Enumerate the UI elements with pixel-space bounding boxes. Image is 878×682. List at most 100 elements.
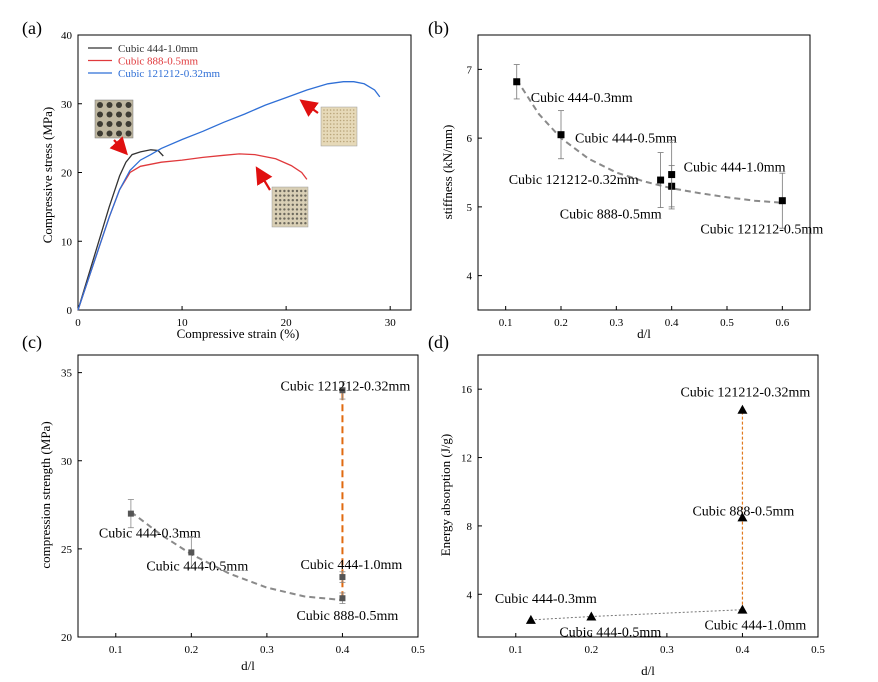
y-tick-label: 20 (61, 168, 73, 180)
sample-hole (336, 133, 339, 136)
sample-hole (333, 137, 335, 139)
sample-hole (349, 119, 352, 122)
x-axis-label-b: d/l (637, 326, 651, 341)
sample-hole (323, 119, 325, 122)
sample-hole (326, 109, 329, 111)
panel-label-d: (d) (428, 332, 449, 353)
sample-hole (346, 140, 348, 143)
sample-hole (343, 112, 345, 115)
x-tick-label: 0.4 (736, 644, 750, 656)
sample-tile (271, 186, 309, 228)
sample-hole (279, 189, 282, 193)
sample-image-888 (271, 186, 309, 228)
sample-hole (326, 126, 329, 129)
points-group-b: Cubic 444-0.3mm Cubic 444-0.5mm Cubic 1212… (509, 64, 823, 238)
sample-hole (346, 112, 348, 115)
sample-hole (304, 203, 307, 206)
fit-curve-b (515, 79, 783, 204)
sample-hole (116, 111, 122, 118)
sample-hole (287, 203, 290, 206)
sample-hole (287, 199, 290, 202)
sample-hole (295, 189, 299, 193)
y-axis-label-a: Compressive stress (MPa) (40, 107, 55, 244)
sample-hole (291, 217, 294, 220)
sample-hole (295, 194, 299, 197)
data-label: Cubic 444-1.0mm (704, 619, 806, 634)
sample-hole (291, 212, 294, 216)
sample-hole (343, 109, 345, 111)
arrow-to-red-curve (255, 166, 273, 191)
sample-hole (336, 109, 339, 111)
sample-hole (336, 130, 339, 132)
fit-curve (515, 79, 783, 204)
sample-hole (283, 208, 286, 211)
sample-hole (349, 109, 352, 111)
x-tick-label: 0.2 (184, 644, 198, 656)
sample-hole (326, 123, 329, 125)
sample-hole (291, 194, 294, 197)
sample-hole (300, 189, 303, 193)
data-point (586, 611, 597, 621)
sample-hole (349, 123, 352, 125)
y-tick-label: 25 (61, 544, 73, 556)
tick-group-c: 0.1 0.2 0.3 0.4 0.5 20 25 30 35 (61, 368, 425, 656)
sample-hole (125, 102, 132, 108)
sample-hole (343, 123, 345, 125)
sample-hole (300, 222, 303, 225)
sample-hole (287, 222, 290, 225)
data-point (737, 404, 748, 414)
sample-hole (349, 116, 352, 118)
sample-hole (336, 112, 339, 115)
sample-hole (300, 199, 303, 202)
y-tick-label: 10 (61, 236, 73, 248)
sample-hole (329, 112, 332, 115)
x-tick-label: 10 (177, 317, 189, 329)
sample-hole (346, 126, 348, 129)
sample-hole (326, 133, 329, 136)
plot-frame-b (477, 34, 811, 311)
x-tick-label: 0.1 (499, 317, 513, 329)
panel-label-a: (a) (22, 18, 42, 39)
y-axis-label-c: compression strength (MPa) (38, 421, 53, 568)
y-tick-label: 8 (467, 521, 473, 533)
sample-hole (300, 217, 303, 220)
sample-hole (352, 123, 355, 125)
data-label: Cubic 888-0.5mm (296, 609, 398, 624)
sample-hole (295, 208, 299, 211)
sample-hole (106, 121, 113, 127)
sample-hole (339, 130, 342, 132)
data-label: Cubic 444-1.0mm (684, 161, 786, 176)
sample-hole (287, 217, 290, 220)
data-label: Cubic 121212-0.32mm (280, 379, 410, 394)
sample-hole (329, 130, 332, 132)
x-tick-label: 0.3 (660, 644, 674, 656)
sample-hole (326, 112, 329, 115)
data-label: Cubic 444-0.5mm (575, 132, 677, 147)
panel-label-c: (c) (22, 332, 42, 353)
sample-hole (343, 130, 345, 132)
sample-hole (304, 199, 307, 202)
sample-hole (352, 126, 355, 129)
sample-hole (279, 222, 282, 225)
sample-hole (323, 126, 325, 129)
series-line (77, 81, 381, 311)
data-point (339, 595, 346, 602)
sample-hole (346, 133, 348, 136)
sample-hole (346, 109, 348, 111)
sample-hole (291, 189, 294, 193)
sample-hole (343, 140, 345, 143)
sample-hole (283, 222, 286, 225)
sample-hole (329, 119, 332, 122)
sample-image-121212 (320, 106, 358, 147)
tick-group-b: 0.1 0.2 0.3 0.4 0.5 0.6 4 5 6 7 (467, 64, 790, 329)
data-label: Cubic 444-0.5mm (146, 559, 248, 574)
sample-hole (329, 116, 332, 118)
points-group-d: Cubic 444-0.3mm Cubic 444-0.5mm Cubic 444-… (495, 386, 811, 641)
sample-hole (323, 137, 325, 139)
sample-hole (349, 130, 352, 132)
panel-c: (c) 0.1 0.2 0.3 0.4 0.5 20 25 30 35 Cubic 444-0.… (22, 332, 425, 673)
y-tick-label: 30 (61, 456, 73, 468)
sample-hole (287, 194, 290, 197)
sample-hole (326, 116, 329, 118)
